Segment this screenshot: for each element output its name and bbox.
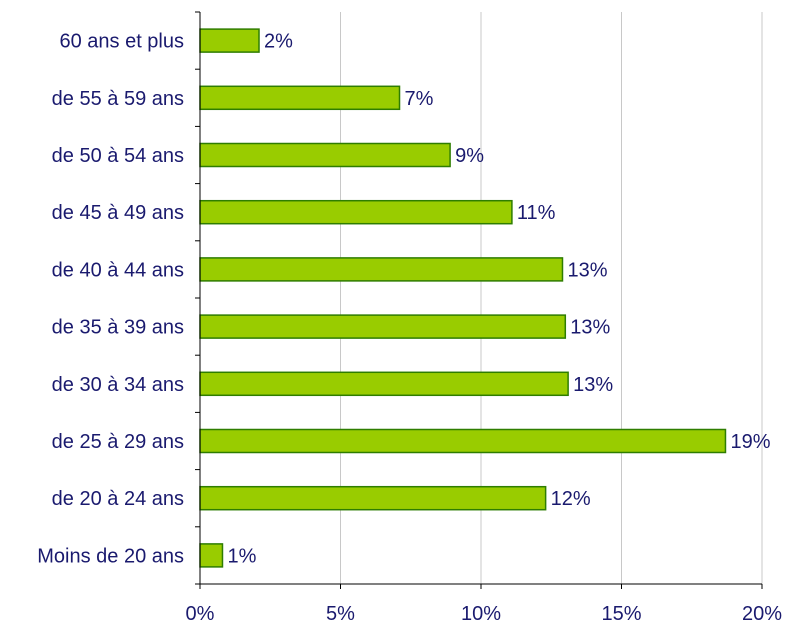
x-tick-label-5: 20% (742, 603, 782, 625)
x-tick-label-1: 0% (186, 603, 215, 625)
data-label-2: 7% (405, 88, 434, 110)
data-label-1: 2% (264, 31, 293, 53)
data-label-3: 9% (455, 145, 484, 167)
data-label-8: 19% (730, 431, 770, 453)
x-tick-label-2: 5% (326, 603, 355, 625)
bar-6 (199, 314, 567, 339)
data-label-5: 13% (567, 259, 607, 281)
x-tick-label-4: 15% (601, 603, 641, 625)
axes (195, 11, 763, 589)
category-label-8: de 25 à 29 ans (52, 431, 184, 453)
category-label-7: de 30 à 34 ans (52, 374, 184, 396)
data-label-4: 11% (517, 202, 556, 224)
category-label-10: Moins de 20 ans (37, 545, 184, 567)
data-label-6: 13% (570, 317, 610, 339)
category-label-2: de 55 à 59 ans (52, 88, 184, 110)
x-tick-labels: 0% 5% 10% 15% 20% (186, 603, 783, 625)
bar-5 (199, 257, 564, 282)
bars (199, 28, 727, 568)
category-label-4: de 45 à 49 ans (52, 202, 184, 224)
bar-2 (199, 85, 401, 111)
data-labels: 2% 7% 9% 11% 13% 13% 13% 19% 12% 1% (227, 31, 770, 568)
category-label-1: 60 ans et plus (59, 31, 184, 53)
data-label-9: 12% (551, 488, 591, 510)
category-label-5: de 40 à 44 ans (52, 259, 184, 281)
category-label-3: de 50 à 54 ans (52, 145, 184, 167)
bar-3 (199, 142, 451, 168)
category-labels: 60 ans et plus de 55 à 59 ans de 50 à 54 a… (37, 31, 184, 568)
bar-10 (199, 543, 224, 568)
bar-7 (199, 371, 569, 397)
bar-4 (199, 199, 513, 225)
bar-9 (199, 485, 547, 511)
x-tick-label-3: 10% (461, 603, 501, 625)
bar-8 (199, 428, 727, 454)
category-label-9: de 20 à 24 ans (52, 488, 184, 510)
data-label-10: 1% (227, 545, 256, 567)
category-label-6: de 35 à 39 ans (52, 317, 184, 339)
bar-1 (199, 28, 260, 53)
data-label-7: 13% (573, 374, 613, 396)
